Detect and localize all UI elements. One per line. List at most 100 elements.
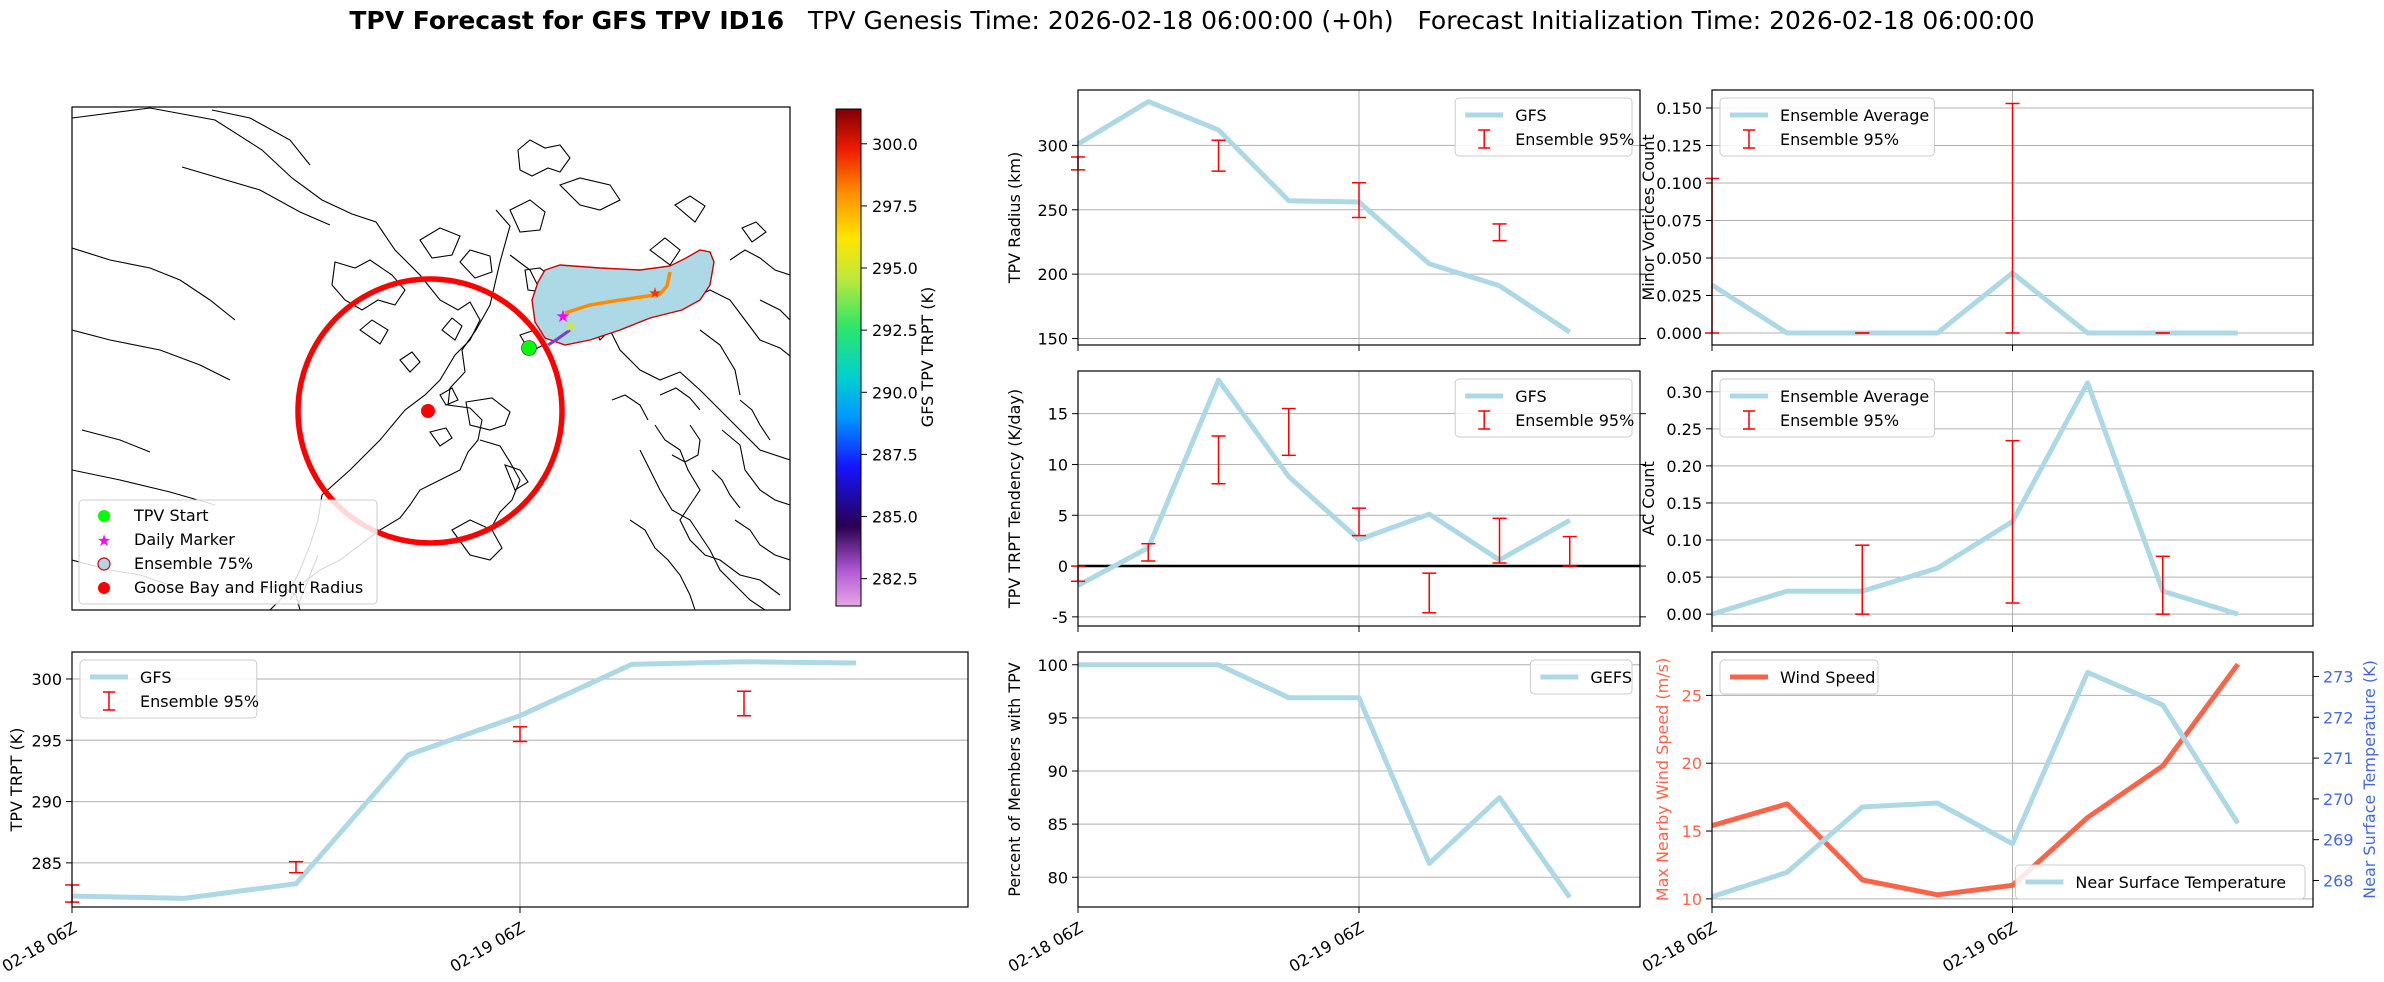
map-legend-box: [78, 499, 378, 605]
trpt-xtick-label: 02-19 06Z: [447, 918, 528, 976]
legend-tpv-start: TPV Start: [133, 506, 209, 525]
ac-legend-label: Ensemble 95%: [1780, 411, 1899, 430]
ac-frame: [1711, 370, 2314, 627]
radius-ylabel: TPV Radius (km): [1005, 152, 1024, 285]
colorbar-tick-label: 292.5: [872, 321, 918, 340]
tendency-ylabel: TPV TRPT Tendency (K/day): [1005, 389, 1024, 609]
daily-marker-1: ★: [555, 307, 570, 327]
tpv-track-start-segment: [547, 328, 571, 347]
colorbar-tick-label: 297.5: [872, 197, 918, 216]
tendency-errorbar: [1281, 407, 1296, 457]
radius-ytick-label: 300: [1037, 136, 1068, 155]
minor-ytick-label: 0.000: [1656, 324, 1702, 343]
members-xtick-label: 02-19 06Z: [1286, 918, 1367, 976]
title-genesis-time: TPV Genesis Time: 2026-02-18 06:00:00 (+…: [808, 6, 1394, 35]
tendency-series-gfs: [1076, 377, 1572, 588]
legend-daily-marker: Daily Marker: [134, 530, 235, 549]
trpt-ytick-label: 285: [31, 854, 62, 873]
minor-frame: [1711, 89, 2314, 346]
map-colorbar: 300.0 297.5 295.0 292.5 290.0 287.5 285.0 282.5…: [835, 108, 937, 607]
members-legend-box: [1529, 659, 1633, 695]
minor-ytick-label: 0.050: [1656, 249, 1702, 268]
radius-ytick-label: 150: [1037, 330, 1068, 349]
ac-ytick-label: 0.15: [1666, 494, 1702, 513]
trpt-ytick-label: 295: [31, 731, 62, 750]
ac-chart: 0.00 0.05 0.10 0.15 0.20 0.25 0.30 AC Count Ense…: [1639, 370, 2314, 632]
minor-legend-label: Ensemble 95%: [1780, 130, 1899, 149]
radius-chart: 150 200 250 300 TPV Radius (km) GFS Ensemble 9…: [1005, 89, 1646, 351]
wind-y2tick-label: 270: [2323, 790, 2354, 809]
wind-legend-box: [2014, 864, 2306, 900]
legend-ensemble-75: Ensemble 75%: [134, 554, 253, 573]
radius-legend-label: Ensemble 95%: [1515, 130, 1634, 149]
radius-series-gfs: [1076, 99, 1572, 335]
tendency-errorbar: [1141, 542, 1156, 562]
legend-ensemble-icon: [97, 557, 111, 571]
radius-frame: [1077, 89, 1641, 346]
minor-legend-box: [1719, 97, 1935, 157]
members-xtick-label: 02-18 06Z: [1005, 918, 1086, 976]
title-init-time: Forecast Initialization Time: 2026-02-18…: [1417, 6, 2035, 35]
ac-ylabel: AC Count: [1639, 461, 1658, 535]
tendency-ytick-label: 0: [1058, 557, 1068, 576]
wind-series-near-surface-temperature: [1711, 669, 2241, 900]
title-tpv-id: TPV Forecast for GFS TPV ID16: [349, 6, 785, 35]
colorbar-gradient: [835, 108, 862, 607]
minor-chart: 0.000 0.025 0.050 0.075 0.100 0.125 0.150 Minor…: [1639, 89, 2314, 351]
ac-ytick-label: 0.20: [1666, 457, 1702, 476]
wind-y2label: Near Surface Temperature (K): [2360, 660, 2379, 899]
trpt-errorbar: [737, 690, 751, 717]
trpt-series-gfs: [71, 659, 857, 901]
tendency-ytick-label: 5: [1058, 506, 1068, 525]
tendency-errorbar: [1562, 535, 1577, 567]
figure-title: TPV Forecast for GFS TPV ID16 TPV Genesi…: [0, 6, 2384, 35]
tendency-ytick-label: 15: [1048, 405, 1068, 424]
map-panel: ★ ★ ★ TPV Start ★ Daily Marker Ensemble …: [71, 106, 937, 611]
radius-legend-label: GFS: [1515, 106, 1546, 125]
colorbar-tick-label: 285.0: [872, 508, 918, 527]
members-chart: 80 85 90 95 100 02-18 06Z 02-19 06Z Percent of …: [1005, 651, 1641, 976]
wind-ytick-label: 15: [1682, 822, 1702, 841]
wind-legend-box: [1719, 659, 1879, 695]
wind-xtick-label: 02-18 06Z: [1639, 918, 1720, 976]
members-frame: [1077, 651, 1641, 908]
members-ytick-label: 90: [1048, 762, 1068, 781]
wind-legend-label: Wind Speed: [1780, 668, 1875, 687]
minor-ylabel: Minor Vortices Count: [1639, 134, 1658, 300]
wind-xtick-label: 02-19 06Z: [1939, 918, 2020, 976]
radius-errorbar: [1211, 139, 1226, 172]
ac-legend-label: Ensemble Average: [1780, 387, 1929, 406]
legend-goose-bay-icon: [98, 582, 110, 594]
colorbar-tick-label: 282.5: [872, 570, 918, 589]
tendency-errorbar: [1422, 572, 1437, 614]
colorbar-tick-label: 290.0: [872, 383, 918, 402]
radius-legend: GFS Ensemble 95%: [1454, 97, 1634, 157]
tpv-track-line: [564, 271, 672, 315]
wind-ylabel: Max Nearby Wind Speed (m/s): [1653, 658, 1672, 901]
colorbar-label: GFS TPV TRPT (K): [918, 287, 937, 427]
minor-ytick-label: 0.025: [1656, 287, 1702, 306]
members-series-gefs: [1078, 662, 1572, 899]
ac-legend: Ensemble Average Ensemble 95%: [1719, 378, 1935, 438]
tendency-frame: [1077, 370, 1641, 627]
trpt-chart: 285 290 295 300 02-18 06Z 02-19 06Z TPV TRPT (…: [0, 651, 969, 976]
members-legend: GEFS: [1529, 659, 1633, 695]
minor-legend: Ensemble Average Ensemble 95%: [1719, 97, 1935, 157]
goose-bay-marker: [421, 404, 435, 418]
map-legend: TPV Start ★ Daily Marker Ensemble 75% Go…: [78, 499, 378, 605]
wind-legend: Wind Speed: [1719, 659, 1879, 695]
radius-errorbar: [1352, 181, 1366, 219]
wind-legend-label: Near Surface Temperature: [2075, 873, 2286, 892]
members-ytick-label: 80: [1048, 868, 1068, 887]
trpt-errorbar: [513, 726, 527, 743]
legend-start-icon: [98, 510, 110, 522]
wind-y2tick-label: 269: [2323, 831, 2354, 850]
tendency-chart: -5 0 5 10 15 TPV TRPT Tendency (K/day) GFS Ense…: [1005, 370, 1646, 632]
wind-frame: [1711, 651, 2314, 908]
wind-ytick-label: 10: [1682, 890, 1702, 909]
tendency-ytick-label: -5: [1052, 608, 1068, 627]
tpv-start-marker: [521, 340, 537, 356]
wind-y2tick-label: 271: [2323, 749, 2354, 768]
ac-errorbar: [2155, 555, 2170, 615]
